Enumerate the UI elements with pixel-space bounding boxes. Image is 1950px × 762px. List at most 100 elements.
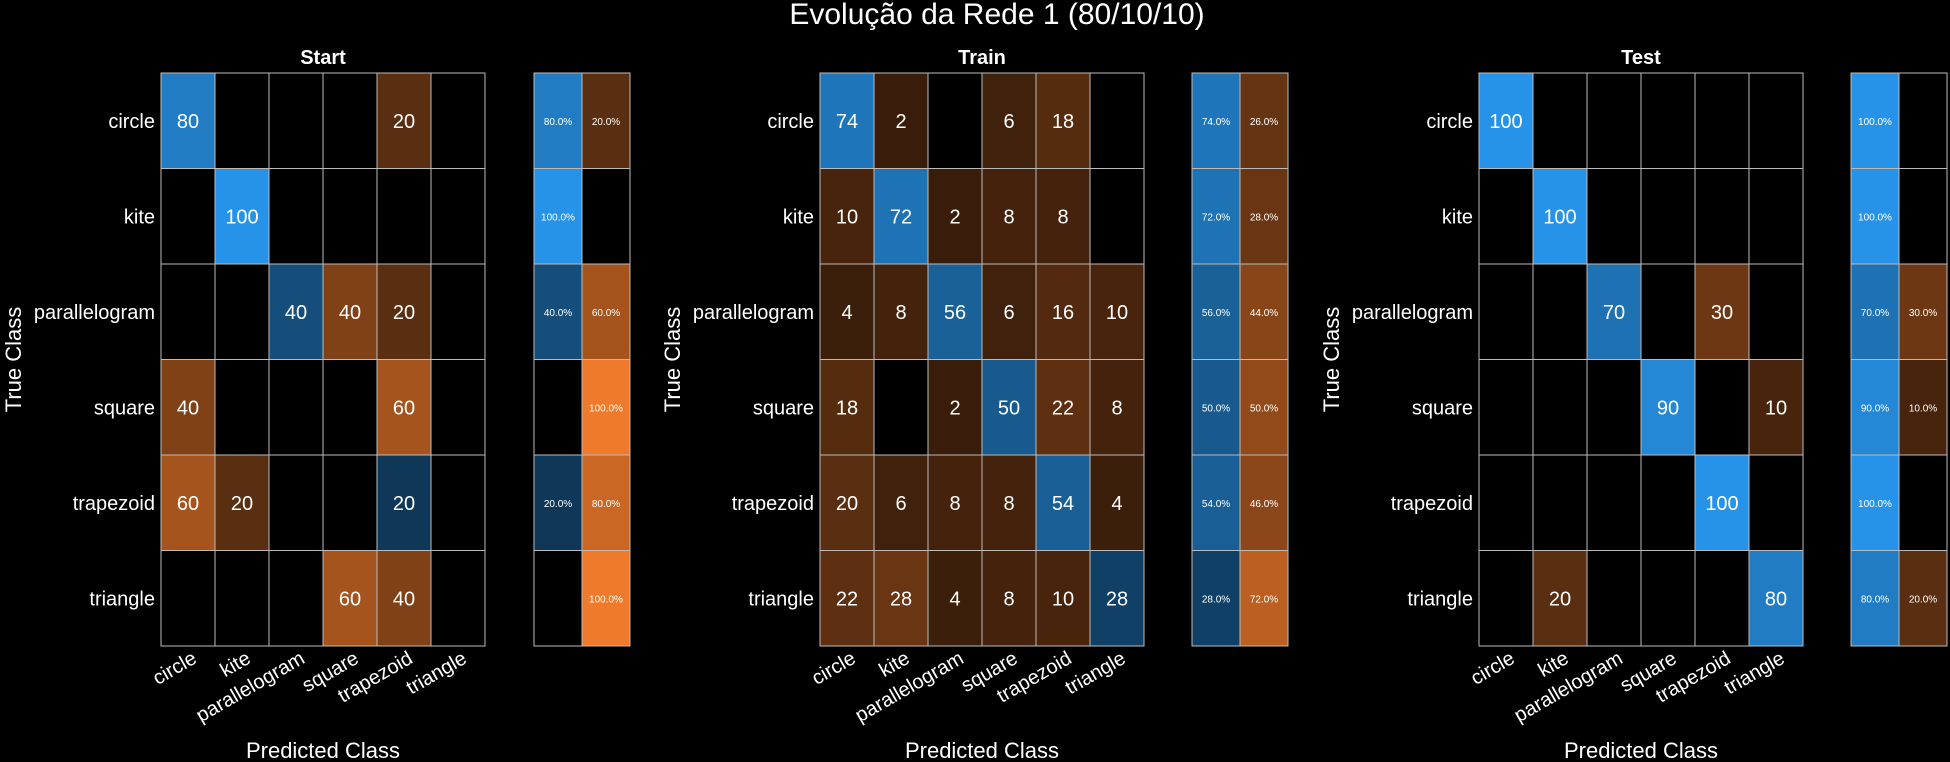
cell-value-label: 40: [177, 397, 199, 419]
matrix-cell: [873, 263, 929, 360]
cell-value-label: 22: [836, 588, 858, 610]
cell-value-label: 8: [949, 493, 960, 515]
summary-cell: [1898, 72, 1948, 169]
y-tick-label: parallelogram: [693, 302, 814, 324]
matrix-cell: [322, 168, 378, 265]
summary-value-label: 50.0%: [1250, 403, 1278, 414]
y-tick-label: circle: [767, 111, 814, 133]
y-tick-label: kite: [124, 206, 155, 228]
y-tick-label: parallelogram: [34, 302, 155, 324]
cell-value-label: 70: [1603, 302, 1625, 324]
matrix-cell: [1640, 359, 1696, 456]
matrix-cell: [1640, 454, 1696, 551]
matrix-cell: [268, 263, 324, 360]
matrix-cell: [376, 168, 432, 265]
summary-value-label: 70.0%: [1861, 308, 1889, 319]
matrix-cell: [927, 72, 983, 169]
y-tick-label: circle: [108, 111, 155, 133]
y-tick-label: triangle: [1407, 588, 1473, 610]
summary-value-label: 28.0%: [1250, 212, 1278, 223]
y-tick-label: triangle: [748, 588, 814, 610]
summary-cell: [581, 550, 631, 647]
matrix-cell: [322, 550, 378, 647]
matrix-cell: [160, 72, 216, 169]
summary-value-label: 80.0%: [592, 499, 620, 510]
summary-value-label: 40.0%: [544, 308, 572, 319]
matrix-cell: [376, 263, 432, 360]
x-axis-label: Predicted Class: [1564, 738, 1718, 762]
cell-value-label: 8: [895, 302, 906, 324]
cell-value-label: 100: [1489, 111, 1522, 133]
matrix-cell: [1089, 168, 1145, 265]
summary-cell: [1850, 263, 1900, 360]
matrix-cell: [1035, 550, 1091, 647]
matrix-cell: [1640, 263, 1696, 360]
matrix-cell: [214, 454, 270, 551]
cell-value-label: 6: [895, 493, 906, 515]
cell-value-label: 20: [231, 493, 253, 515]
matrix-cell: [927, 168, 983, 265]
summary-cell: [1850, 454, 1900, 551]
cell-value-label: 28: [890, 588, 912, 610]
y-tick-label: parallelogram: [1352, 302, 1473, 324]
summary-value-label: 100.0%: [589, 403, 623, 414]
matrix-cell: [927, 263, 983, 360]
cell-value-label: 8: [1003, 493, 1014, 515]
y-tick-label: square: [753, 397, 814, 419]
cell-value-label: 40: [339, 302, 361, 324]
summary-cell: [1239, 168, 1289, 265]
x-tick-label: parallelogram: [1511, 647, 1627, 727]
panel-title: Test: [1621, 47, 1661, 69]
matrix-cell: [214, 359, 270, 456]
summary-cell: [533, 168, 583, 265]
summary-cell: [581, 454, 631, 551]
matrix-cell: [1089, 454, 1145, 551]
matrix-cell: [1035, 168, 1091, 265]
cell-value-label: 6: [1003, 302, 1014, 324]
summary-value-label: 20.0%: [1909, 594, 1937, 605]
y-tick-label: circle: [1426, 111, 1473, 133]
matrix-cell: [1478, 359, 1534, 456]
matrix-cell: [160, 550, 216, 647]
matrix-cell: [873, 550, 929, 647]
matrix-cell: [981, 550, 1037, 647]
x-tick-label: triangle: [1062, 647, 1130, 699]
summary-cell: [1239, 550, 1289, 647]
matrix-cell: [1694, 168, 1750, 265]
summary-value-label: 20.0%: [592, 117, 620, 128]
summary-cell: [1850, 72, 1900, 169]
panels: Start 80 20 100 40 40 20 40 60 60 20 20 60 40 80.0% 20.…: [1, 47, 1948, 762]
summary-value-label: 72.0%: [1250, 594, 1278, 605]
cell-value-label: 10: [836, 206, 858, 228]
x-tick-label: circle: [149, 647, 200, 689]
matrix-cell: [1694, 454, 1750, 551]
summary-value-label: 100.0%: [541, 212, 575, 223]
matrix-cell: [1748, 263, 1804, 360]
cell-value-label: 18: [836, 397, 858, 419]
matrix-cell: [376, 359, 432, 456]
cell-value-label: 80: [1765, 588, 1787, 610]
matrix-cell: [981, 359, 1037, 456]
summary-value-label: 74.0%: [1202, 117, 1230, 128]
matrix-cell: [430, 263, 486, 360]
summary-value-label: 26.0%: [1250, 117, 1278, 128]
cell-value-label: 60: [339, 588, 361, 610]
matrix-frame: [819, 72, 1145, 647]
matrix-cell: [981, 454, 1037, 551]
matrix-cell: [819, 168, 875, 265]
summary-cell: [1850, 359, 1900, 456]
matrix-cell: [1035, 359, 1091, 456]
cell-value-label: 6: [1003, 111, 1014, 133]
y-tick-label: trapezoid: [73, 493, 155, 515]
y-tick-label: kite: [1442, 206, 1473, 228]
y-tick-label: trapezoid: [1391, 493, 1473, 515]
y-tick-label: square: [94, 397, 155, 419]
cell-value-label: 10: [1052, 588, 1074, 610]
cell-value-label: 8: [1003, 588, 1014, 610]
summary-value-label: 54.0%: [1202, 499, 1230, 510]
x-tick-label: triangle: [1721, 647, 1789, 699]
matrix-cell: [1748, 72, 1804, 169]
matrix-cell: [1586, 72, 1642, 169]
x-tick-label: triangle: [403, 647, 471, 699]
